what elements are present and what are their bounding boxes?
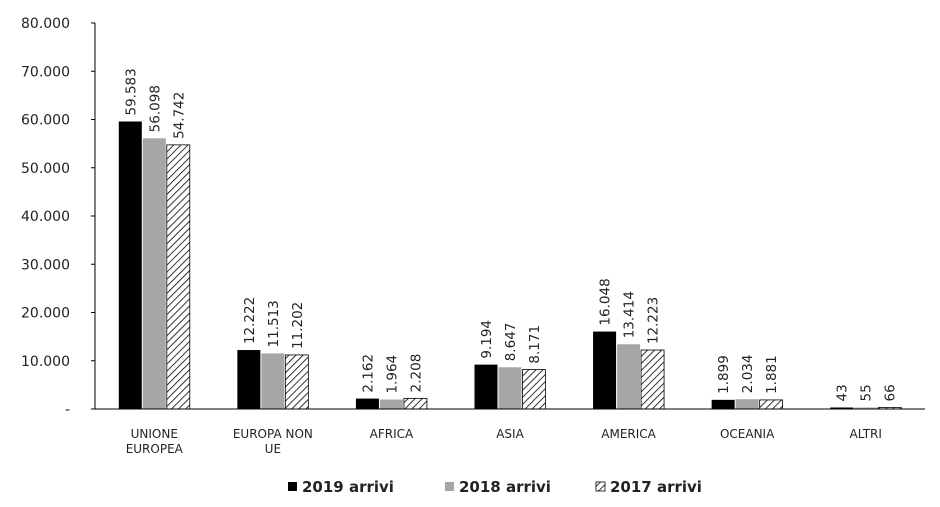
y-axis: - 10.000 20.000 30.000 40.000 50.000 60.000 70.… [21, 16, 96, 418]
data-label: 59.583 [123, 68, 139, 115]
x-tick-label: EUROPEA [126, 442, 184, 456]
bar [284, 354, 309, 410]
bar [403, 397, 428, 410]
data-label: 54.742 [171, 92, 187, 139]
data-label: 66 [883, 384, 899, 401]
y-tick-label: - [65, 402, 70, 418]
data-label: 2.162 [360, 354, 376, 393]
x-tick-label: UE [265, 442, 281, 456]
legend: 2019 arrivi 2018 arrivi 2017 arrivi [288, 478, 702, 496]
y-tick-label: 80.000 [21, 16, 70, 32]
bar [261, 353, 285, 409]
data-label: 1.964 [384, 355, 400, 394]
bar [640, 349, 665, 410]
data-label: 16.048 [598, 278, 614, 325]
bar [593, 331, 617, 409]
x-tick-label: AFRICA [370, 427, 414, 441]
data-label: 1.899 [716, 355, 732, 394]
data-label: 43 [835, 384, 851, 401]
bar [142, 138, 166, 409]
bar [854, 407, 878, 409]
bar [166, 144, 191, 410]
x-tick-label: AMERICA [601, 427, 656, 441]
x-tick-label: OCEANIA [720, 427, 775, 441]
legend-swatch [288, 482, 297, 491]
x-tick-label: EUROPA NON [233, 427, 313, 441]
bar [759, 399, 784, 410]
legend-swatch [445, 482, 454, 491]
data-label: 2.034 [740, 355, 756, 394]
y-tick-label: 60.000 [21, 113, 70, 129]
y-tick-label: 50.000 [21, 161, 70, 177]
data-label: 2.208 [408, 354, 424, 393]
legend-label: 2017 arrivi [610, 478, 702, 496]
value-labels-group: 59.583 56.098 54.742 12.222 11.513 11.202 2.16… [123, 68, 898, 401]
legend-label: 2019 arrivi [302, 478, 394, 496]
bar [830, 407, 854, 409]
data-label: 1.881 [764, 355, 780, 394]
data-label: 56.098 [147, 85, 163, 132]
x-tick-label: ASIA [496, 427, 524, 441]
data-label: 12.223 [646, 297, 662, 344]
bar [617, 344, 641, 409]
bar [474, 364, 498, 409]
x-tick-label: ALTRI [849, 427, 881, 441]
data-label: 8.647 [503, 323, 519, 362]
data-label: 8.171 [527, 325, 543, 364]
bar [711, 399, 735, 409]
legend-label: 2018 arrivi [459, 478, 551, 496]
y-tick-label: 40.000 [21, 209, 70, 225]
bar [237, 350, 261, 409]
data-label: 55 [859, 384, 875, 401]
legend-swatch [595, 481, 606, 492]
bar [355, 398, 379, 409]
x-tick-label: UNIONE [131, 427, 178, 441]
bar [379, 399, 403, 409]
y-tick-label: 70.000 [21, 64, 70, 80]
data-label: 13.414 [622, 291, 638, 338]
bar [522, 369, 546, 410]
data-label: 11.202 [290, 302, 306, 349]
y-tick-label: 10.000 [21, 354, 70, 370]
bars-group [118, 121, 902, 410]
bar [735, 399, 759, 409]
y-tick-label: 20.000 [21, 306, 70, 322]
y-tick-label: 30.000 [21, 257, 70, 273]
bar [118, 121, 142, 409]
data-label: 11.513 [266, 300, 282, 347]
bar [498, 367, 522, 409]
data-label: 12.222 [242, 297, 258, 344]
data-label: 9.194 [479, 320, 495, 359]
